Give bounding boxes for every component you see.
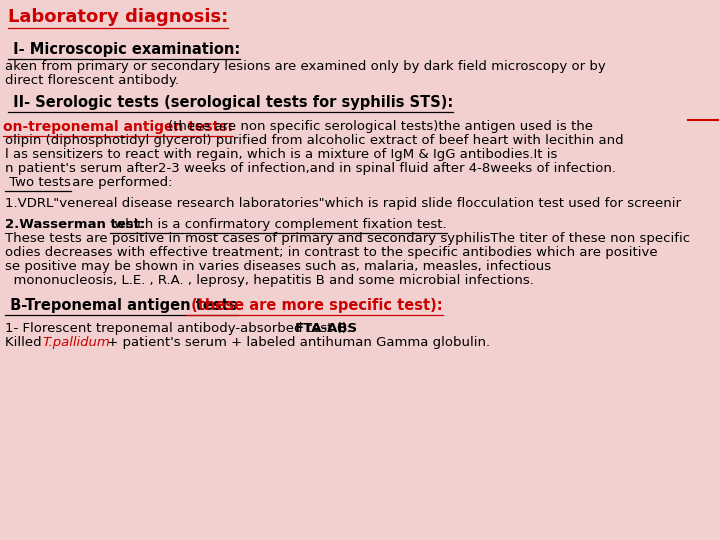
Text: aken from primary or secondary lesions are examined only by dark field microscop: aken from primary or secondary lesions a… <box>5 60 606 73</box>
Text: FTA-ABS: FTA-ABS <box>295 322 358 335</box>
Text: which is a confirmatory complement fixation test.: which is a confirmatory complement fixat… <box>110 218 446 231</box>
Text: are performed:: are performed: <box>68 176 173 189</box>
Text: II- Serologic tests (serological tests for syphilis STS):: II- Serologic tests (serological tests f… <box>8 95 454 110</box>
Text: (these are non specific serological tests)the antigen used is the: (these are non specific serological test… <box>168 120 593 133</box>
Text: I- Microscopic examination:: I- Microscopic examination: <box>8 42 240 57</box>
Text: n patient's serum after2-3 weeks of infection,and in spinal fluid after 4-8weeks: n patient's serum after2-3 weeks of infe… <box>5 162 616 175</box>
Text: 1.VDRL"venereal disease research laboratories"which is rapid slide flocculation : 1.VDRL"venereal disease research laborat… <box>5 197 681 210</box>
Text: B-Treponemal antigen tests: B-Treponemal antigen tests <box>5 298 238 313</box>
Text: 2.Wasserman test:: 2.Wasserman test: <box>5 218 145 231</box>
Text: T.pallidum: T.pallidum <box>42 336 109 349</box>
Text: (these are more specific test):: (these are more specific test): <box>186 298 443 313</box>
Text: mononucleosis, L.E. , R.A. , leprosy, hepatitis B and some microbial infections.: mononucleosis, L.E. , R.A. , leprosy, he… <box>5 274 534 287</box>
Text: l as sensitizers to react with regain, which is a mixture of IgM & IgG antibodie: l as sensitizers to react with regain, w… <box>5 148 557 161</box>
Text: 1- Florescent treponemal antibody-absorbed test (: 1- Florescent treponemal antibody-absorb… <box>5 322 342 335</box>
Text: ):: ): <box>342 322 351 335</box>
Text: se positive may be shown in varies diseases such as, malaria, measles, infectiou: se positive may be shown in varies disea… <box>5 260 551 273</box>
Text: olipin (diphosphotidyl glycerol) purified from alcoholic extract of beef heart w: olipin (diphosphotidyl glycerol) purifie… <box>5 134 624 147</box>
Text: Killed: Killed <box>5 336 46 349</box>
Text: direct florescent antibody.: direct florescent antibody. <box>5 74 179 87</box>
Text: Two tests: Two tests <box>5 176 71 189</box>
Text: odies decreases with effective treatment; in contrast to the specific antibodies: odies decreases with effective treatment… <box>5 246 657 259</box>
Text: Laboratory diagnosis:: Laboratory diagnosis: <box>8 8 228 26</box>
Text: These tests are positive in most cases of primary and secondary syphilisThe tite: These tests are positive in most cases o… <box>5 232 690 245</box>
Text: + patient's serum + labeled antihuman Gamma globulin.: + patient's serum + labeled antihuman Ga… <box>103 336 490 349</box>
Text: on-treponemal antigen tests:: on-treponemal antigen tests: <box>3 120 233 134</box>
